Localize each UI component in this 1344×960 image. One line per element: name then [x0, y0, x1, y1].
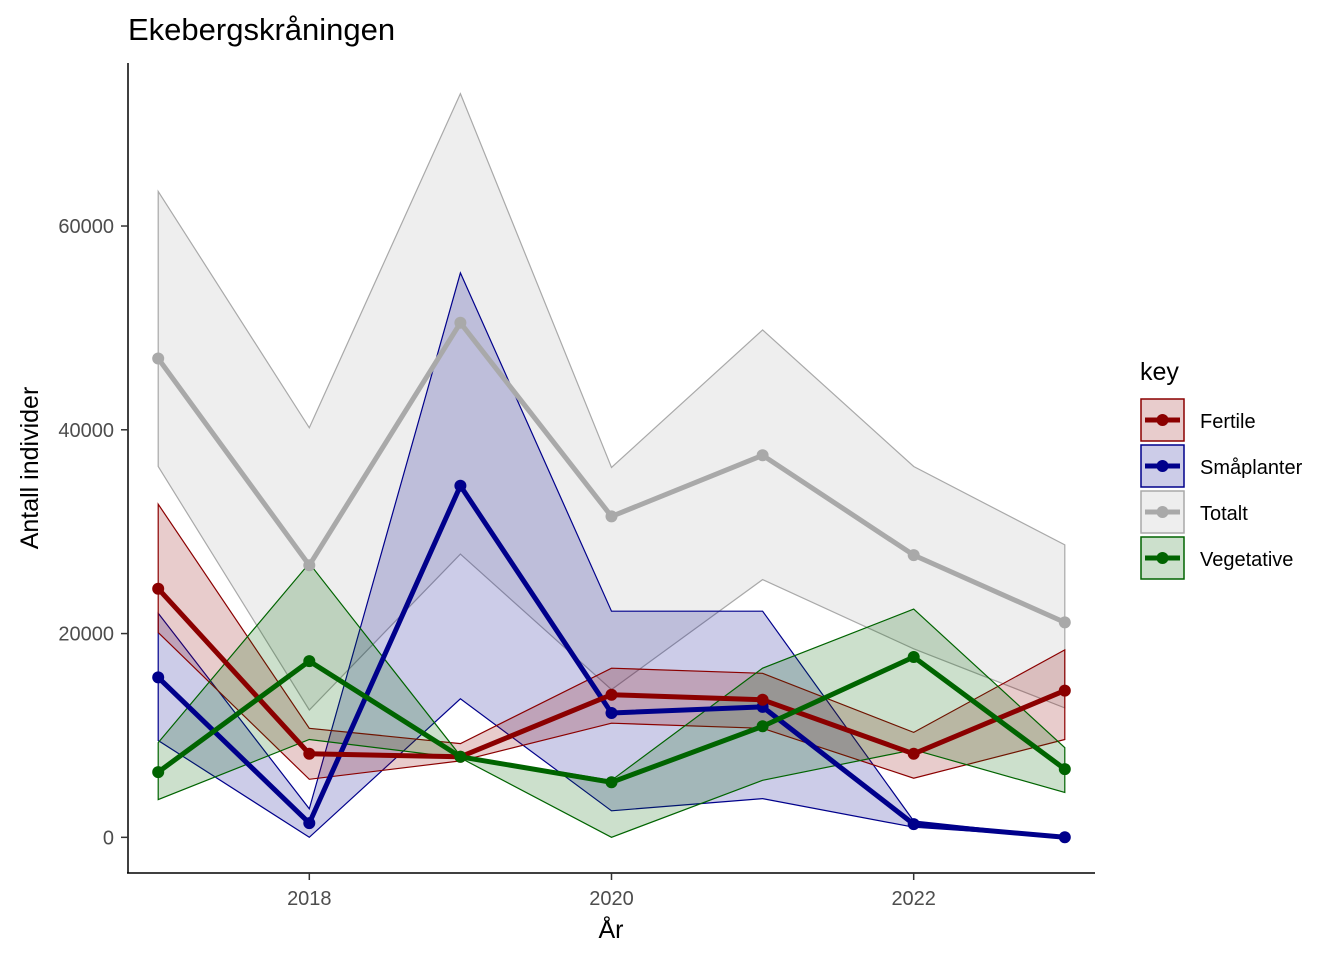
- point-fertile-2017: [152, 582, 165, 595]
- point-smaplanter-2019: [454, 479, 467, 492]
- legend-key-point: [1156, 552, 1169, 564]
- point-totalt-2017: [152, 352, 165, 365]
- point-totalt-2023: [1058, 616, 1071, 629]
- legend-label-fertile: Fertile: [1200, 411, 1256, 433]
- point-smaplanter-2022: [907, 818, 920, 831]
- x-axis-title: År: [599, 914, 624, 944]
- point-totalt-2022: [907, 549, 920, 562]
- confidence-ribbons: [157, 92, 1066, 839]
- ribbon-fertile: [157, 502, 1066, 780]
- legend-item-smaplanter: Småplanter: [1140, 444, 1303, 488]
- y-tick-label: 0: [103, 827, 114, 849]
- legend-label-vegetative: Vegetative: [1200, 549, 1293, 571]
- legend-key-point: [1156, 460, 1169, 472]
- legend-label-smaplanter: Småplanter: [1200, 457, 1303, 479]
- point-fertile-2022: [907, 747, 920, 760]
- x-tick-label: 2020: [589, 888, 634, 910]
- point-vegetative-2017: [152, 766, 165, 779]
- chart-title: Ekebergskråningen: [128, 12, 395, 47]
- point-fertile-2020: [605, 688, 618, 701]
- legend-key-point: [1156, 506, 1169, 518]
- legend-key-point: [1156, 414, 1169, 426]
- point-vegetative-2021: [756, 720, 769, 733]
- point-fertile-2023: [1058, 684, 1071, 697]
- x-ticks: 2018 2020 2022: [287, 873, 936, 910]
- point-fertile-2021: [756, 693, 769, 706]
- point-vegetative-2020: [605, 776, 618, 789]
- y-tick-label: 60000: [58, 216, 114, 238]
- legend-item-totalt: Totalt: [1140, 490, 1248, 534]
- y-ticks: 0 20000 40000 60000: [58, 216, 128, 849]
- point-totalt-2021: [756, 449, 769, 462]
- point-fertile-2018: [303, 747, 316, 760]
- y-axis-title: Antall individer: [16, 387, 44, 550]
- point-vegetative-2018: [303, 655, 316, 668]
- point-vegetative-2019: [454, 750, 467, 763]
- x-tick-label: 2022: [891, 888, 936, 910]
- point-smaplanter-2017: [152, 671, 165, 684]
- point-totalt-2019: [454, 316, 467, 329]
- point-totalt-2018: [303, 559, 316, 572]
- y-tick-label: 40000: [58, 420, 114, 442]
- legend-item-vegetative: Vegetative: [1140, 536, 1293, 580]
- legend-label-totalt: Totalt: [1200, 503, 1248, 525]
- point-vegetative-2023: [1058, 763, 1071, 776]
- x-tick-label: 2018: [287, 888, 332, 910]
- point-smaplanter-2020: [605, 707, 618, 719]
- legend: key Fertile Småplanter Totalt Vegetative: [1140, 358, 1303, 580]
- series-points: [152, 316, 1071, 844]
- point-totalt-2020: [605, 510, 618, 523]
- legend-item-fertile: Fertile: [1140, 398, 1256, 442]
- point-smaplanter-2023: [1058, 831, 1071, 844]
- point-vegetative-2022: [907, 651, 920, 663]
- y-tick-label: 20000: [58, 624, 114, 646]
- legend-title: key: [1140, 358, 1179, 386]
- point-smaplanter-2018: [303, 817, 316, 830]
